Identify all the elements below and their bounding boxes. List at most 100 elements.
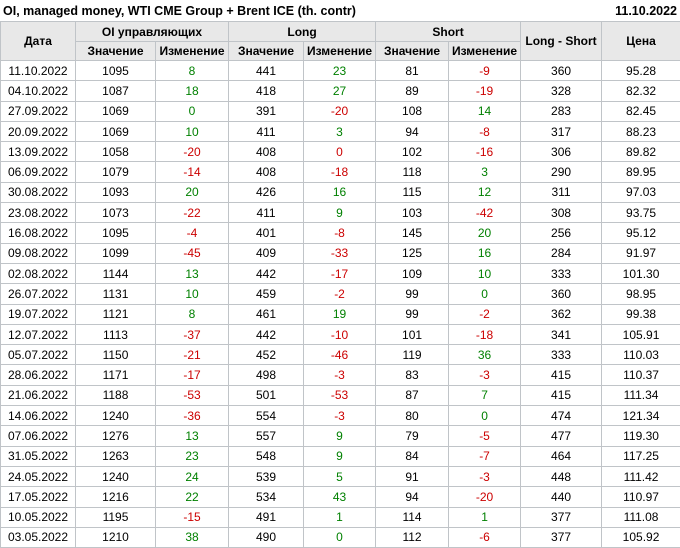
oi-value-cell: 1195 [75,506,156,528]
date-cell: 20.09.2022 [0,120,76,143]
price-cell: 95.28 [601,59,680,82]
oi-change-cell: -21 [154,344,230,366]
long-short-cell: 448 [520,465,603,488]
price-cell: 82.32 [601,80,680,102]
long-short-cell: 360 [520,283,603,305]
col-header-date: Дата [0,21,76,61]
long-change-cell: -20 [303,100,377,122]
oi-change-cell: 10 [154,120,230,143]
price-cell: 91.97 [601,242,680,264]
table-header: Дата OI управляющих Long Short Long - Sh… [0,21,680,61]
col-header-long-short: Long - Short [520,21,603,61]
date-cell: 17.05.2022 [0,486,76,508]
subheader-short-value: Значение [375,41,450,61]
oi-change-cell: 22 [154,486,230,508]
short-change-cell: 7 [448,384,522,407]
oi-value-cell: 1188 [75,384,156,407]
long-short-cell: 306 [520,141,603,163]
price-cell: 98.95 [601,283,680,305]
long-change-cell: -10 [303,323,377,346]
long-change-cell: -3 [303,405,377,427]
date-cell: 13.09.2022 [0,141,76,163]
short-value-cell: 81 [375,59,450,82]
col-header-short-group: Short [375,21,522,42]
oi-value-cell: 1087 [75,80,156,102]
short-change-cell: -2 [448,303,522,325]
table-row: 31.05.2022 1263 23 548 9 84 -7 464 117.25 [0,445,680,467]
long-change-cell: -17 [303,262,377,285]
short-value-cell: 114 [375,506,450,528]
short-value-cell: 91 [375,465,450,488]
table-row: 23.08.2022 1073 -22 411 9 103 -42 308 93.75 [0,202,680,224]
oi-change-cell: 13 [154,262,230,285]
long-short-cell: 328 [520,80,603,102]
short-value-cell: 99 [375,283,450,305]
long-change-cell: 9 [303,445,377,467]
long-short-cell: 440 [520,486,603,508]
short-value-cell: 119 [375,344,450,366]
long-value-cell: 408 [228,161,305,183]
long-change-cell: -8 [303,222,377,244]
table-row: 07.06.2022 1276 13 557 9 79 -5 477 119.30 [0,425,680,447]
short-change-cell: -19 [448,80,522,102]
oi-change-cell: -22 [154,202,230,224]
table-row: 16.08.2022 1095 -4 401 -8 145 20 256 95.12 [0,222,680,244]
long-short-cell: 256 [520,222,603,244]
long-short-cell: 377 [520,526,603,548]
date-cell: 14.06.2022 [0,405,76,427]
long-value-cell: 459 [228,283,305,305]
short-value-cell: 125 [375,242,450,264]
short-change-cell: -6 [448,526,522,548]
subheader-oi-value: Значение [75,41,156,61]
oi-change-cell: -14 [154,161,230,183]
date-cell: 30.08.2022 [0,181,76,204]
long-value-cell: 411 [228,120,305,143]
oi-value-cell: 1144 [75,262,156,285]
long-value-cell: 534 [228,486,305,508]
date-cell: 28.06.2022 [0,364,76,386]
short-value-cell: 115 [375,181,450,204]
oi-value-cell: 1095 [75,59,156,82]
oi-value-cell: 1069 [75,100,156,122]
table-row: 13.09.2022 1058 -20 408 0 102 -16 306 89.82 [0,141,680,163]
short-change-cell: 14 [448,100,522,122]
long-value-cell: 441 [228,59,305,82]
long-change-cell: -46 [303,344,377,366]
oi-change-cell: 38 [154,526,230,548]
long-change-cell: 9 [303,202,377,224]
long-value-cell: 409 [228,242,305,264]
long-change-cell: 16 [303,181,377,204]
titlebar: OI, managed money, WTI CME Group + Brent… [0,0,680,21]
oi-value-cell: 1240 [75,405,156,427]
col-header-price: Цена [601,21,680,61]
short-change-cell: 16 [448,242,522,264]
long-short-cell: 333 [520,262,603,285]
oi-change-cell: -4 [154,222,230,244]
long-value-cell: 557 [228,425,305,447]
short-value-cell: 108 [375,100,450,122]
date-cell: 27.09.2022 [0,100,76,122]
short-value-cell: 84 [375,445,450,467]
price-cell: 110.03 [601,344,680,366]
oi-value-cell: 1121 [75,303,156,325]
long-value-cell: 426 [228,181,305,204]
date-cell: 06.09.2022 [0,161,76,183]
table-row: 06.09.2022 1079 -14 408 -18 118 3 290 89.95 [0,161,680,183]
long-short-cell: 290 [520,161,603,183]
date-cell: 11.10.2022 [0,59,76,82]
subheader-long-value: Значение [228,41,305,61]
oi-value-cell: 1093 [75,181,156,204]
price-cell: 97.03 [601,181,680,204]
oi-value-cell: 1150 [75,344,156,366]
oi-value-cell: 1210 [75,526,156,548]
short-change-cell: -42 [448,202,522,224]
short-value-cell: 118 [375,161,450,183]
long-change-cell: 23 [303,59,377,82]
short-value-cell: 87 [375,384,450,407]
price-cell: 110.37 [601,364,680,386]
table-row: 20.09.2022 1069 10 411 3 94 -8 317 88.23 [0,120,680,143]
long-value-cell: 461 [228,303,305,325]
long-change-cell: 1 [303,506,377,528]
price-cell: 111.08 [601,506,680,528]
